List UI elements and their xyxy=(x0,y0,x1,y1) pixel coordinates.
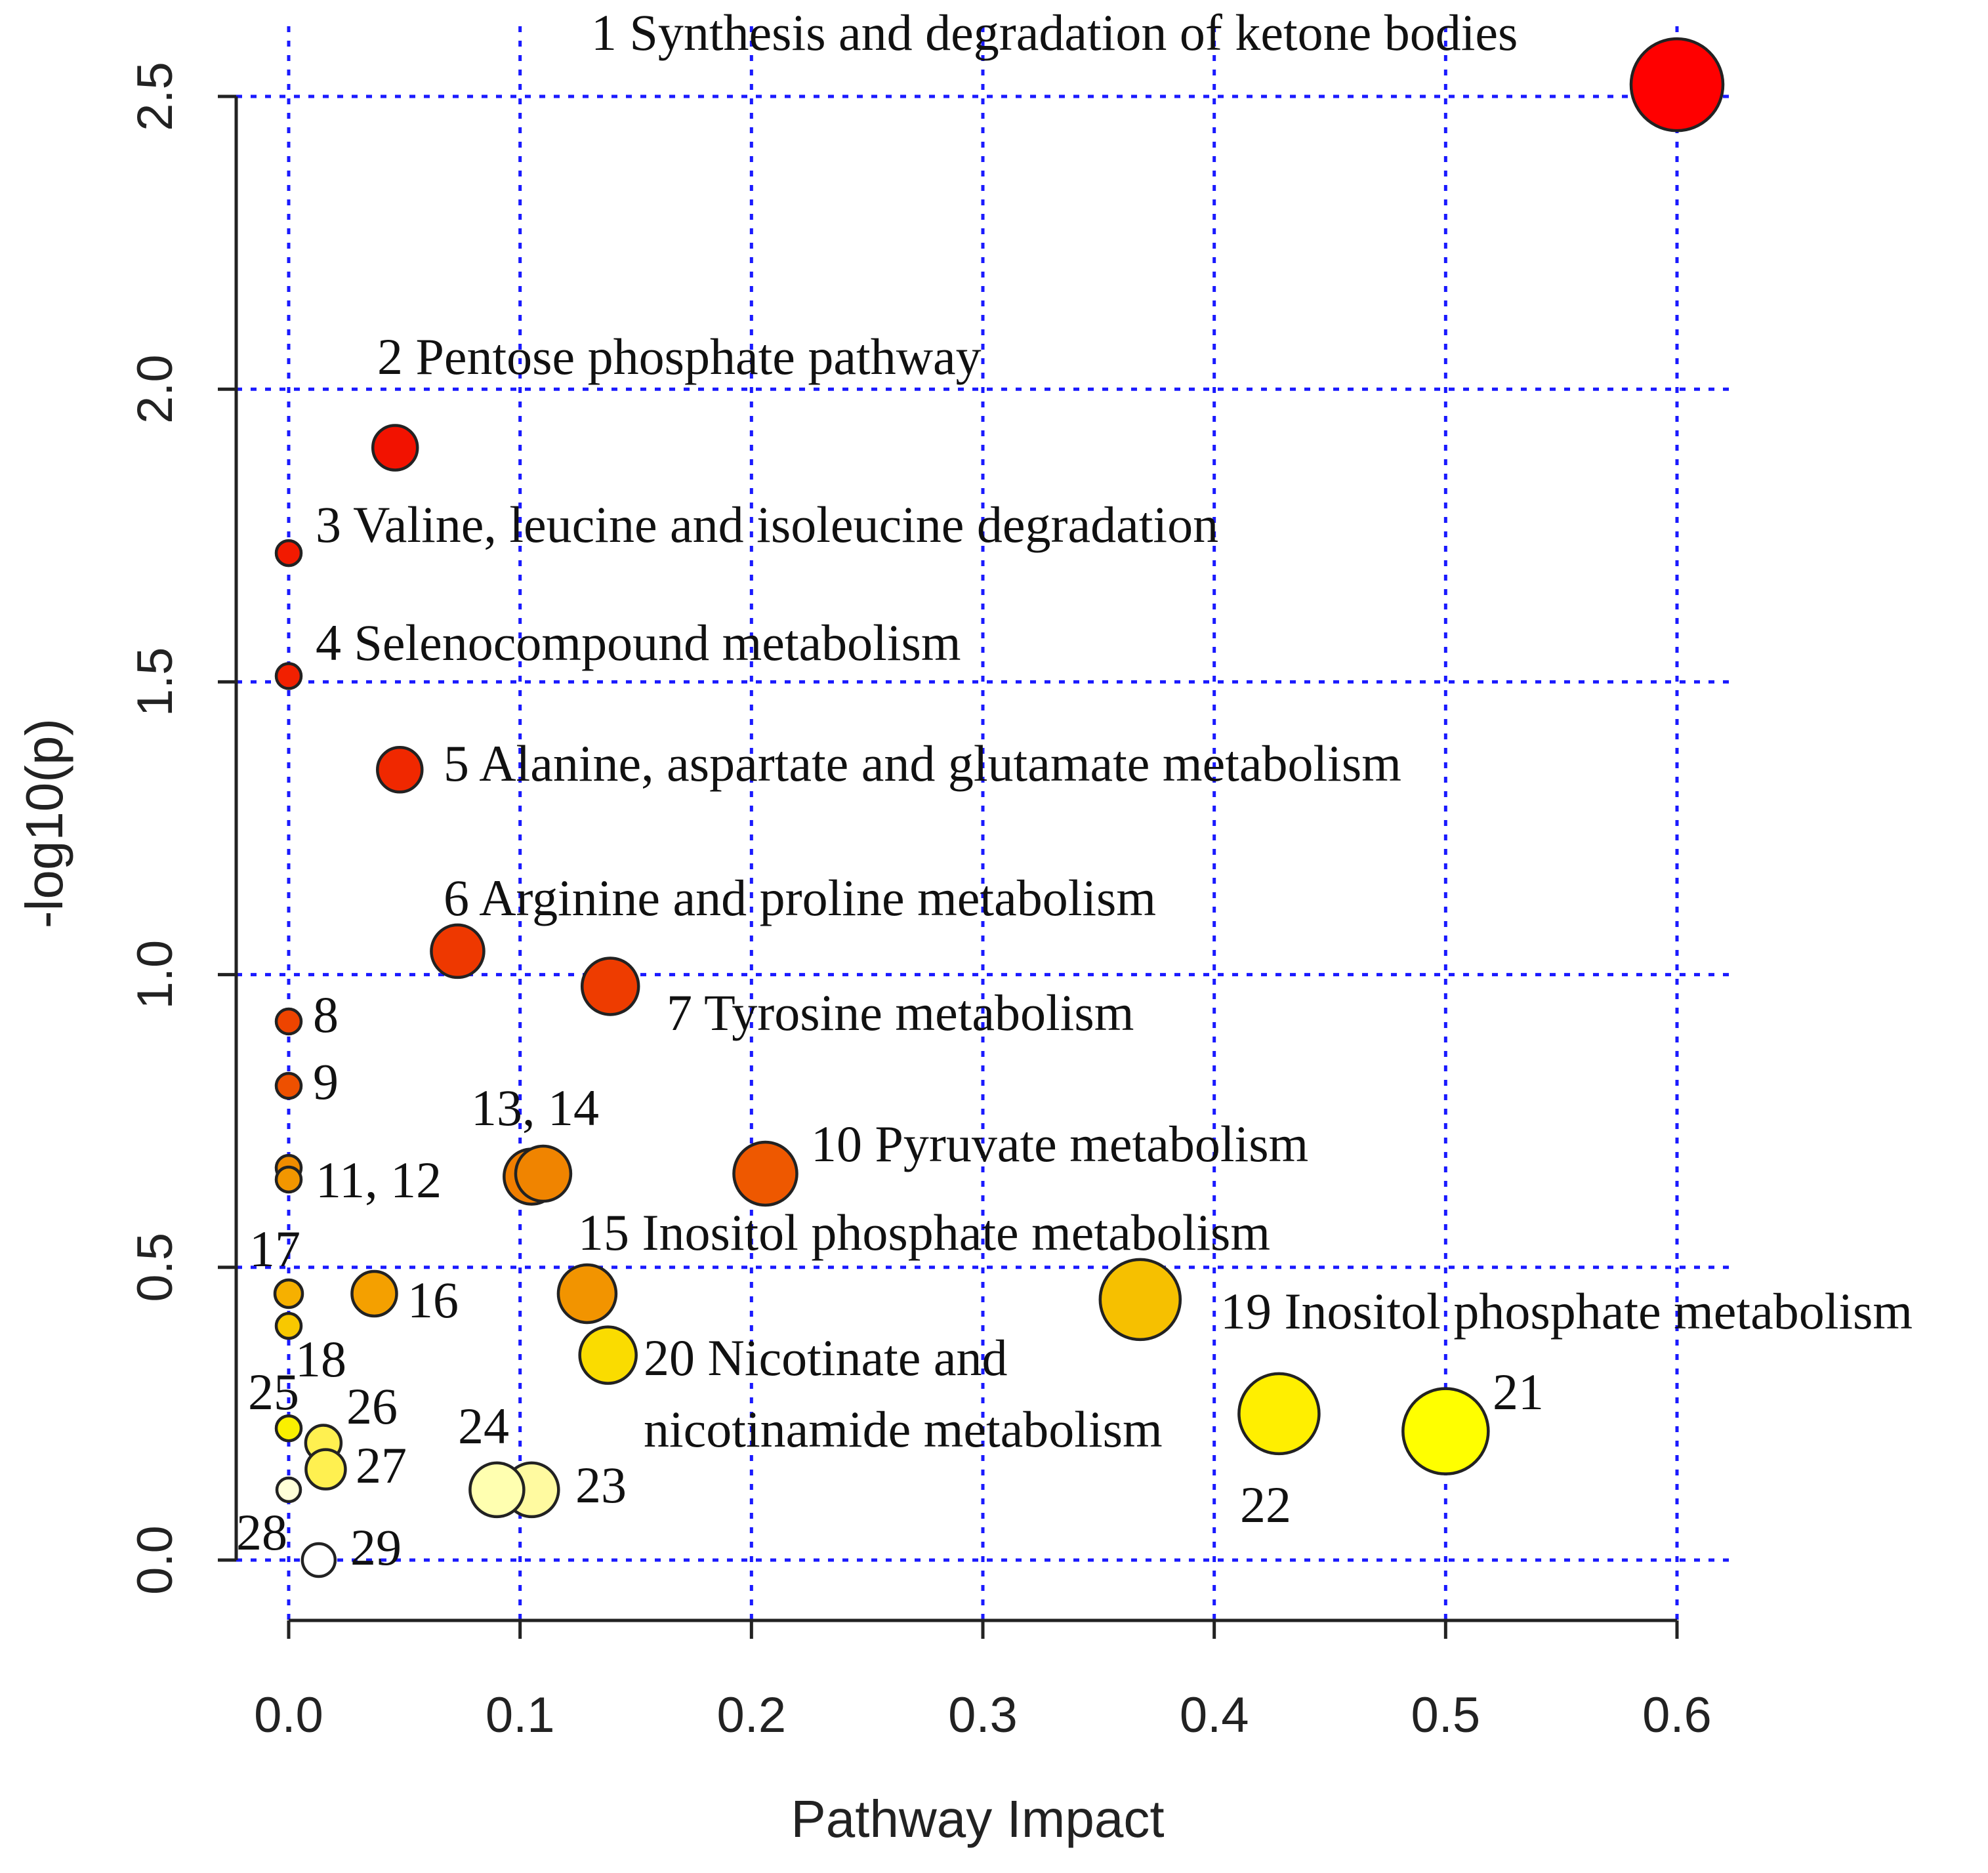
point-18 xyxy=(274,1311,303,1340)
point-label-29: 29 xyxy=(350,1519,402,1576)
point-label-16: 16 xyxy=(407,1271,459,1328)
point-label-19: 19 Inositol phosphate metabolism xyxy=(1220,1283,1913,1340)
y-tick-label: 1.0 xyxy=(127,940,183,1010)
point-label-6: 6 Arginine and proline metabolism xyxy=(444,869,1156,926)
point-3 xyxy=(274,539,303,567)
y-tick-label: 0.0 xyxy=(127,1525,183,1595)
x-tick-label: 0.4 xyxy=(1180,1687,1249,1743)
point-label-4: 4 Selenocompound metabolism xyxy=(316,614,961,671)
point-20 xyxy=(578,1325,638,1385)
point-label-1: 1 Synthesis and degradation of ketone bo… xyxy=(591,4,1518,61)
point-15 xyxy=(556,1263,618,1325)
point-label-12: 11, 12 xyxy=(316,1151,442,1208)
point-6 xyxy=(430,923,486,979)
y-tick-label: 2.5 xyxy=(127,62,183,131)
label-layer: 1 Synthesis and degradation of ketone bo… xyxy=(236,4,1913,1576)
point-5 xyxy=(376,746,424,794)
point-label-25: 25 xyxy=(248,1363,299,1420)
point-label-7: 7 Tyrosine metabolism xyxy=(667,984,1134,1041)
point-label-28: 28 xyxy=(236,1504,287,1561)
point-25 xyxy=(274,1414,303,1443)
grid-layer xyxy=(236,26,1732,1620)
x-tick-label: 0.2 xyxy=(717,1687,787,1743)
bubble-layer xyxy=(273,37,1725,1578)
point-17 xyxy=(273,1278,304,1309)
point-label-3: 3 Valine, leucine and isoleucine degrada… xyxy=(316,496,1218,553)
point-label-9: 9 xyxy=(313,1053,339,1110)
x-tick-label: 0.3 xyxy=(948,1687,1018,1743)
point-1 xyxy=(1629,37,1725,133)
point-9 xyxy=(274,1071,303,1100)
point-8 xyxy=(274,1007,303,1036)
point-label-15: 15 Inositol phosphate metabolism xyxy=(578,1204,1270,1261)
point-4 xyxy=(274,662,303,690)
point-19 xyxy=(1098,1258,1182,1342)
point-label-20: 20 Nicotinate and nicotinamide metabolism xyxy=(644,1329,1163,1458)
point-27 xyxy=(304,1448,347,1491)
point-label-2: 2 Pentose phosphate pathway xyxy=(377,328,982,385)
point-10 xyxy=(732,1140,798,1207)
point-12 xyxy=(274,1165,303,1194)
point-label-5: 5 Alanine, aspartate and glutamate metab… xyxy=(444,735,1401,792)
x-tick-label: 0.5 xyxy=(1411,1687,1481,1743)
point-24 xyxy=(468,1461,526,1519)
point-28 xyxy=(275,1476,302,1504)
point-label-26: 26 xyxy=(346,1378,398,1435)
y-tick-label: 1.5 xyxy=(127,648,183,717)
point-label-21: 21 xyxy=(1493,1363,1544,1420)
point-2 xyxy=(371,424,419,472)
point-14 xyxy=(514,1144,573,1203)
point-7 xyxy=(580,957,640,1016)
y-axis-title: -log10(p) xyxy=(15,718,73,928)
point-29 xyxy=(300,1542,337,1578)
y-tick-label: 2.0 xyxy=(127,354,183,424)
point-label-17: 17 xyxy=(249,1220,300,1277)
point-21 xyxy=(1401,1387,1490,1475)
x-tick-label: 0.6 xyxy=(1642,1687,1712,1743)
point-label-22: 22 xyxy=(1240,1476,1291,1533)
y-tick-label: 0.5 xyxy=(127,1233,183,1302)
point-22 xyxy=(1237,1372,1321,1456)
point-label-18: 18 xyxy=(295,1330,346,1388)
x-axis-title: Pathway Impact xyxy=(791,1790,1164,1848)
point-label-14: 13, 14 xyxy=(471,1079,599,1136)
point-16 xyxy=(350,1269,398,1318)
point-label-10: 10 Pyruvate metabolism xyxy=(811,1115,1308,1172)
point-label-27: 27 xyxy=(356,1437,407,1494)
point-label-24: 24 xyxy=(458,1397,509,1454)
point-label-8: 8 xyxy=(313,986,339,1043)
x-tick-label: 0.1 xyxy=(486,1687,555,1743)
x-tick-label: 0.0 xyxy=(254,1687,323,1743)
point-label-23: 23 xyxy=(575,1456,627,1513)
axis-layer: 0.0 0.5 1.0 1.5 2.0 2.5 0.0 0.1 0.2 0.3 0.4 0.5 0.6 xyxy=(127,62,1712,1743)
